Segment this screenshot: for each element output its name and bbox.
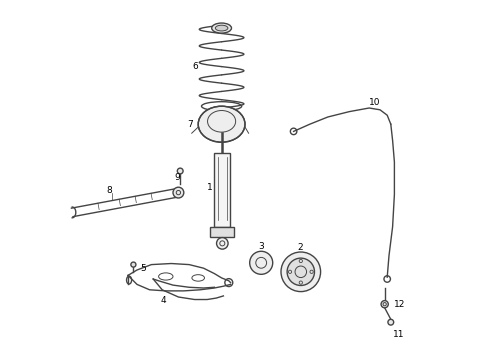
Text: 9: 9 (175, 173, 180, 182)
Ellipse shape (217, 238, 228, 249)
Ellipse shape (212, 23, 231, 33)
Ellipse shape (131, 262, 136, 267)
Ellipse shape (388, 319, 393, 325)
Ellipse shape (173, 187, 184, 198)
Bar (215, 153, 230, 227)
Ellipse shape (287, 258, 315, 285)
Text: 7: 7 (187, 120, 193, 129)
Ellipse shape (198, 106, 245, 142)
Ellipse shape (250, 251, 273, 274)
Text: 8: 8 (106, 186, 112, 195)
Text: 12: 12 (393, 300, 405, 309)
Ellipse shape (281, 252, 320, 292)
Text: 2: 2 (297, 243, 303, 252)
Text: 10: 10 (369, 98, 381, 107)
Ellipse shape (215, 25, 228, 31)
Text: 6: 6 (193, 62, 198, 71)
Text: 5: 5 (141, 264, 147, 273)
Bar (219, 127, 225, 133)
Text: 1: 1 (207, 183, 213, 192)
Bar (210, 227, 234, 237)
Text: 4: 4 (160, 296, 166, 305)
Text: 3: 3 (258, 242, 264, 251)
Ellipse shape (177, 168, 183, 174)
Text: 11: 11 (393, 330, 405, 338)
Ellipse shape (381, 301, 388, 308)
